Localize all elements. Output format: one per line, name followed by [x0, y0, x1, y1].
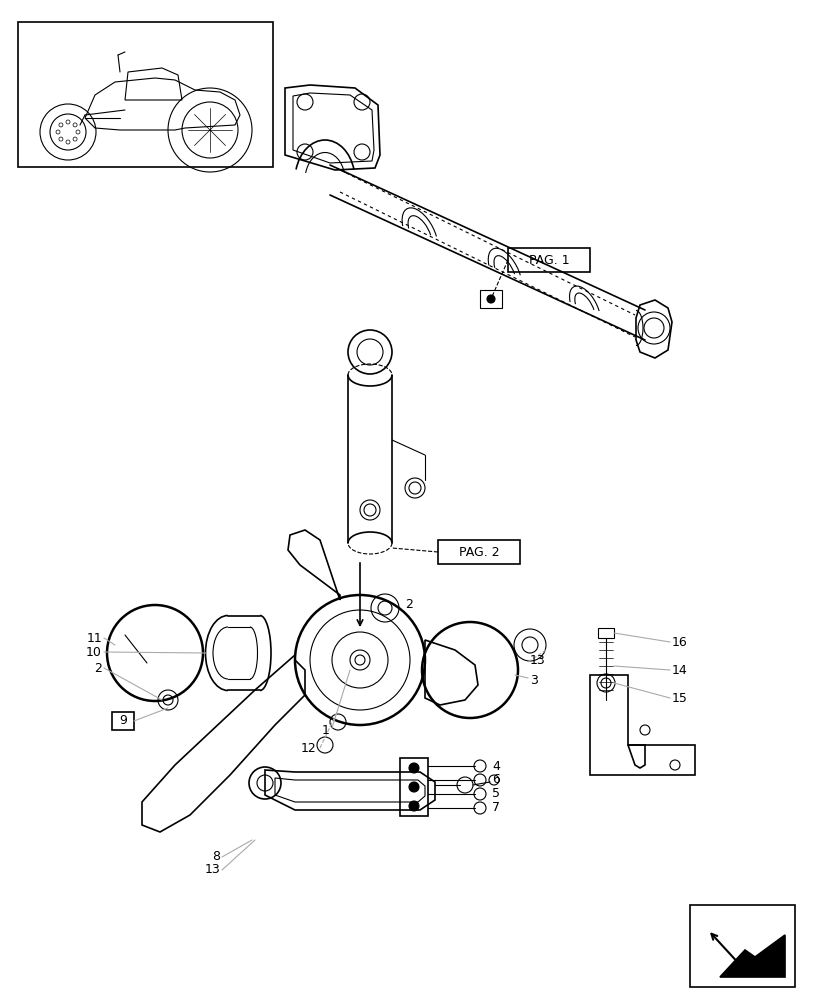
Text: 6: 6 — [491, 773, 500, 786]
Text: 8: 8 — [212, 850, 220, 863]
Circle shape — [486, 295, 495, 303]
Text: PAG. 2: PAG. 2 — [458, 546, 499, 558]
Bar — [18, 22, 273, 167]
Bar — [480, 290, 501, 308]
Circle shape — [409, 801, 418, 811]
Text: 15: 15 — [672, 692, 687, 704]
Circle shape — [409, 763, 418, 773]
Bar — [508, 248, 590, 272]
Text: 16: 16 — [672, 636, 687, 648]
Bar — [437, 540, 519, 564]
Text: 10: 10 — [86, 646, 102, 658]
Polygon shape — [719, 935, 784, 977]
Bar — [597, 628, 614, 638]
Text: 7: 7 — [491, 801, 500, 814]
Text: 1: 1 — [322, 724, 330, 736]
Text: PAG. 1: PAG. 1 — [528, 253, 569, 266]
Text: 9: 9 — [119, 714, 127, 728]
Text: 13: 13 — [529, 654, 545, 666]
Bar — [689, 905, 794, 987]
Text: 4: 4 — [491, 760, 500, 772]
Text: 13: 13 — [204, 863, 220, 876]
Text: 14: 14 — [672, 664, 687, 676]
Text: 11: 11 — [86, 632, 102, 645]
Bar — [112, 712, 134, 730]
Text: 5: 5 — [491, 787, 500, 800]
Text: 3: 3 — [529, 674, 538, 686]
Text: 2: 2 — [404, 598, 413, 611]
Text: 2: 2 — [94, 662, 102, 674]
Text: 12: 12 — [300, 742, 316, 754]
Circle shape — [409, 782, 418, 792]
